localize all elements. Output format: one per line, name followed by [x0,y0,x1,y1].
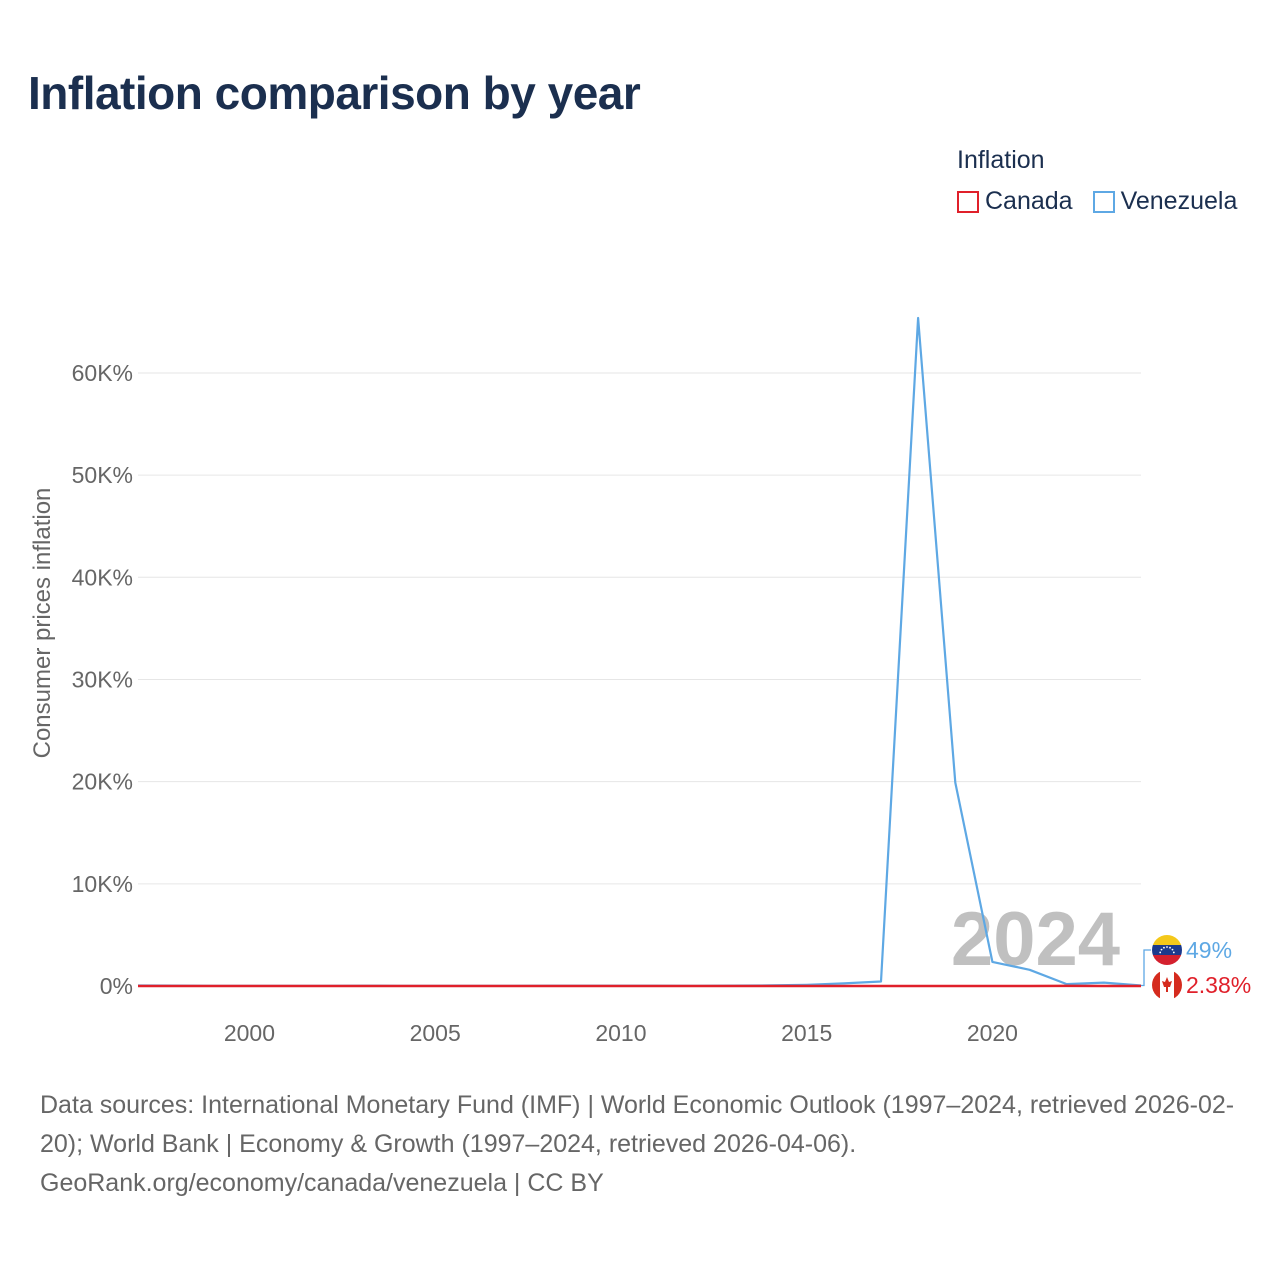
x-tick-label: 2020 [967,1020,1018,1046]
y-tick-label: 0% [100,973,133,999]
y-tick-label: 30K% [72,666,133,692]
y-tick-label: 40K% [72,564,133,590]
footer: Data sources: International Monetary Fun… [40,1086,1250,1203]
venezuela-label-connector [1141,949,1151,987]
legend-label-venezuela: Venezuela [1120,187,1238,215]
canada-flag-icon [1152,970,1182,1000]
y-axis-label: Consumer prices inflation [29,488,56,759]
legend-title: Inflation [957,146,1045,174]
credit-link[interactable]: GeoRank.org/economy/canada/venezuela | C… [40,1169,604,1197]
y-tick-label: 60K% [72,360,133,386]
canada-end-value: 2.38% [1186,972,1251,998]
series-line-venezuela[interactable] [137,316,1142,988]
chart-title: Inflation comparison by year [28,67,641,119]
legend-swatch-canada [957,190,979,213]
year-annotation: 2024 [951,897,1120,982]
x-tick-label: 2010 [595,1020,646,1046]
x-tick-label: 2000 [224,1020,275,1046]
legend-swatch-venezuela [1092,190,1115,213]
data-sources-text: Data sources: International Monetary Fun… [40,1091,1235,1158]
x-tick-label: 2005 [410,1020,461,1046]
legend-item-canada[interactable]: Canada [957,187,1073,216]
y-tick-label: 10K% [72,871,133,897]
venezuela-end-value: 49% [1186,937,1232,963]
venezuela-flag-icon [1152,935,1182,965]
legend: Inflation Canada Venezuela [957,146,1237,216]
y-tick-label: 20K% [72,769,133,795]
line-chart: 0% 10K% 20K% 30K% 40K% 50K% 60K% 2000 2005 2010 2… [29,316,1251,1046]
legend-item-venezuela[interactable]: Venezuela [1092,187,1238,216]
legend-label-canada: Canada [985,187,1073,215]
y-tick-label: 50K% [72,462,133,488]
x-tick-label: 2015 [781,1020,832,1046]
